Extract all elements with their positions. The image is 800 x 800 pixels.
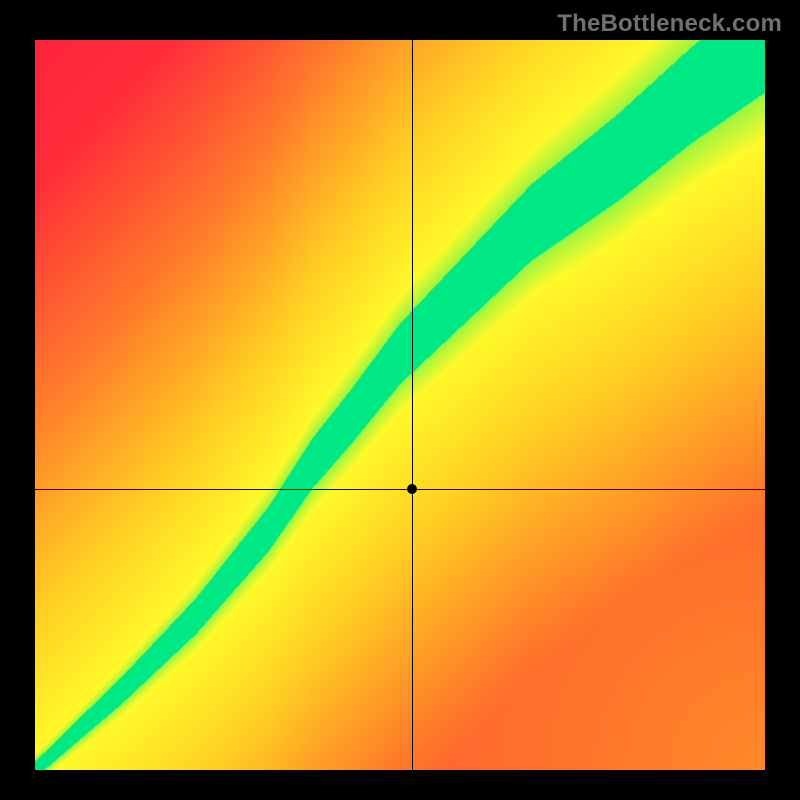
chart-root: TheBottleneck.com	[0, 0, 800, 800]
watermark-text: TheBottleneck.com	[557, 10, 782, 38]
heatmap-canvas	[35, 40, 765, 770]
heatmap-plot-area	[35, 40, 765, 770]
